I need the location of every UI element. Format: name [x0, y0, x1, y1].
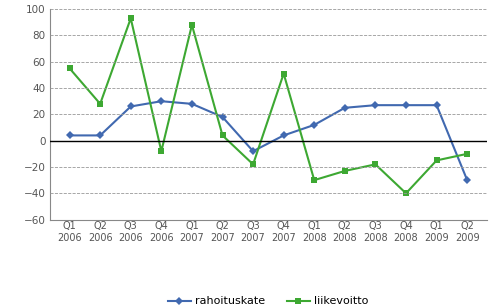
rahoituskate: [67, 134, 73, 137]
liikevoitto: [464, 152, 470, 156]
liikevoitto: [220, 134, 226, 137]
liikevoitto: [159, 149, 165, 153]
rahoituskate: [403, 103, 409, 107]
liikevoitto: [372, 163, 378, 166]
rahoituskate: [311, 123, 317, 127]
rahoituskate: [189, 102, 195, 106]
liikevoitto: [128, 16, 134, 20]
rahoituskate: [433, 103, 439, 107]
liikevoitto: [67, 66, 73, 70]
liikevoitto: [311, 178, 317, 182]
Line: liikevoitto: liikevoitto: [67, 16, 470, 196]
liikevoitto: [403, 192, 409, 195]
liikevoitto: [342, 169, 348, 173]
liikevoitto: [97, 102, 103, 106]
rahoituskate: [372, 103, 378, 107]
liikevoitto: [281, 72, 287, 75]
rahoituskate: [128, 105, 134, 108]
rahoituskate: [220, 115, 226, 119]
rahoituskate: [281, 134, 287, 137]
liikevoitto: [433, 159, 439, 162]
rahoituskate: [464, 178, 470, 182]
rahoituskate: [250, 149, 256, 153]
liikevoitto: [250, 163, 256, 166]
rahoituskate: [342, 106, 348, 109]
rahoituskate: [97, 134, 103, 137]
rahoituskate: [159, 99, 165, 103]
Legend: rahoituskate, liikevoitto: rahoituskate, liikevoitto: [164, 292, 373, 305]
liikevoitto: [189, 23, 195, 27]
Line: rahoituskate: rahoituskate: [67, 99, 470, 183]
